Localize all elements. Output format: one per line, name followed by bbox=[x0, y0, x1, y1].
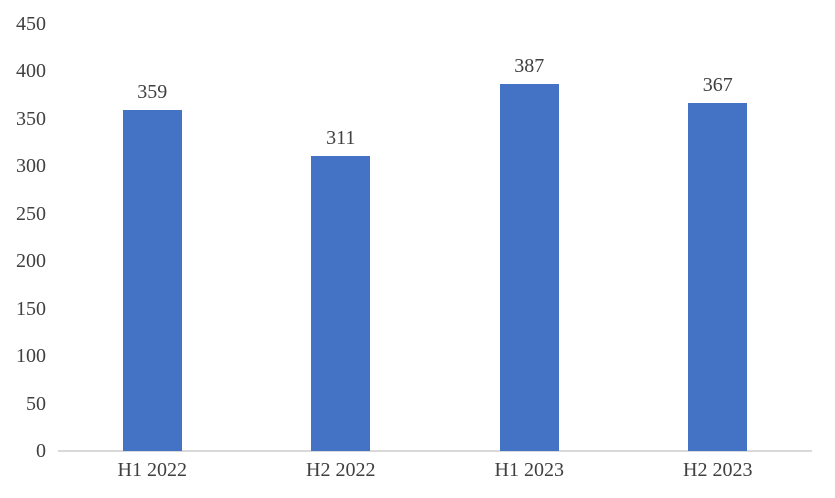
bar-value-label: 367 bbox=[702, 73, 733, 96]
y-tick-label: 450 bbox=[16, 13, 46, 35]
x-axis-label: H1 2023 bbox=[494, 459, 564, 481]
bar-h2-2022 bbox=[311, 155, 371, 451]
bar-value-label: 387 bbox=[514, 54, 545, 77]
bar-h1-2023 bbox=[499, 83, 559, 451]
x-axis-label: H2 2022 bbox=[306, 459, 376, 481]
bar-h1-2022 bbox=[122, 110, 182, 451]
y-tick-label: 250 bbox=[16, 202, 46, 225]
x-axis-label: H1 2022 bbox=[117, 459, 187, 481]
y-tick-label: 50 bbox=[26, 392, 46, 415]
y-tick-label: 0 bbox=[36, 440, 46, 462]
bar-value-label: 311 bbox=[326, 126, 356, 149]
y-tick-label: 350 bbox=[16, 107, 46, 130]
y-tick-label: 400 bbox=[16, 60, 46, 83]
y-tick-label: 150 bbox=[16, 297, 46, 320]
x-axis-line bbox=[58, 450, 812, 452]
y-tick-label: 200 bbox=[16, 250, 46, 273]
y-tick-label: 300 bbox=[16, 155, 46, 178]
bar-value-label: 359 bbox=[137, 81, 168, 104]
bar-h2-2023 bbox=[688, 102, 748, 451]
y-tick-label: 100 bbox=[16, 345, 46, 368]
x-axis-label: H2 2023 bbox=[683, 459, 753, 481]
